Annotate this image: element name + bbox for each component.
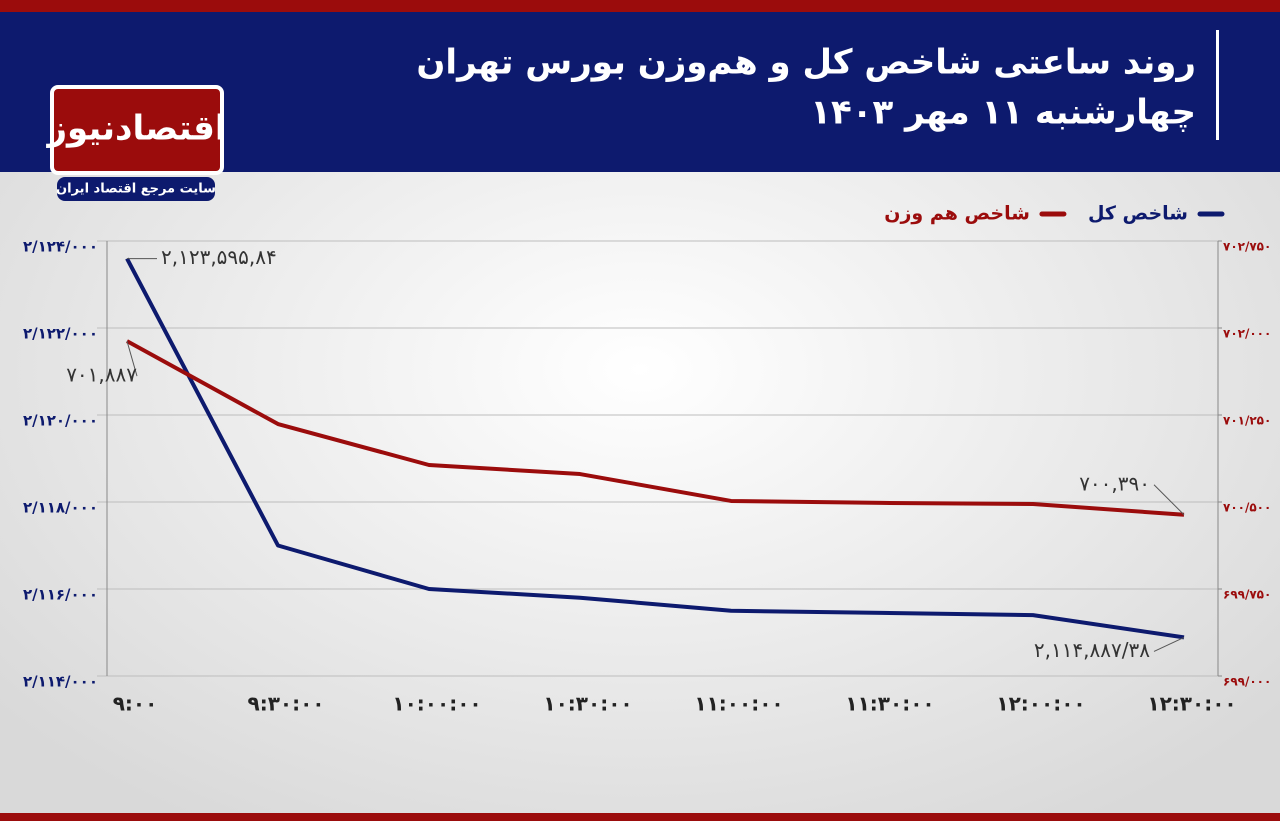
- label-leader: [1153, 636, 1185, 652]
- y-tick-label: ۲/۱۱۴/۰۰۰: [23, 673, 98, 691]
- title: روند ساعتی شاخص کل و هم‌وزن بورس تهران: [416, 43, 1196, 83]
- title-divider: [1216, 30, 1219, 140]
- logo-box: [50, 85, 224, 175]
- y-tick-label: ۲/۱۱۸/۰۰۰: [23, 499, 98, 517]
- label-leader: [126, 340, 138, 377]
- x-tick-label: ۱۰:۳۰:۰۰: [543, 692, 632, 716]
- x-tick-label: ۱۲:۳۰:۰۰: [1147, 692, 1236, 716]
- line: [125, 257, 1185, 640]
- y2-tick-label: ۷۰۰/۵۰۰: [1223, 501, 1271, 515]
- y-tick-label: ۲/۱۲۲/۰۰۰: [23, 325, 98, 343]
- x-tick-label: ۹:۰۰: [113, 692, 158, 716]
- data-label: ۲,۱۲۳,۵۹۵,۸۴: [161, 245, 277, 269]
- data-label: ۲,۱۱۴,۸۸۷/۳۸: [1034, 638, 1150, 662]
- y-tick-label: ۲/۱۱۶/۰۰۰: [23, 586, 98, 604]
- label-leader: [1153, 484, 1185, 516]
- x-tick-label: ۱۱:۰۰:۰۰: [694, 692, 783, 716]
- data-label: ۷۰۱,۸۸۷: [66, 363, 137, 387]
- data-label: ۷۰۰,۳۹۰: [1079, 471, 1150, 495]
- y-tick-label: ۲/۱۲۴/۰۰۰: [23, 238, 98, 256]
- subtitle: چهارشنبه ۱۱ مهر ۱۴۰۳: [810, 93, 1196, 133]
- legend-label: شاخص هم وزن: [884, 203, 1030, 225]
- y2-tick-label: ۶۹۹/۷۵۰: [1223, 588, 1271, 602]
- y2-tick-label: ۷۰۲/۷۵۰: [1223, 240, 1271, 254]
- y2-tick-label: ۶۹۹/۰۰۰: [1223, 675, 1271, 689]
- y2-tick-label: ۷۰۲/۰۰۰: [1223, 327, 1271, 341]
- x-tick-label: ۹:۳۰:۰۰: [247, 692, 324, 716]
- bottom-strip: [0, 813, 1280, 821]
- tagline-box: [57, 177, 215, 201]
- x-tick-label: ۱۰:۰۰:۰۰: [392, 692, 481, 716]
- line: [126, 339, 1185, 517]
- x-tick-label: ۱۱:۳۰:۰۰: [845, 692, 934, 716]
- x-tick-label: ۱۲:۰۰:۰۰: [996, 692, 1085, 716]
- y-tick-label: ۲/۱۲۰/۰۰۰: [23, 412, 98, 430]
- y2-tick-label: ۷۰۱/۲۵۰: [1223, 414, 1271, 428]
- logo: اقتصادنیوز: [45, 109, 226, 149]
- legend-label: شاخص کل: [1088, 203, 1188, 225]
- top-strip: [0, 0, 1280, 12]
- tagline: سایت مرجع اقتصاد ایران: [56, 182, 216, 197]
